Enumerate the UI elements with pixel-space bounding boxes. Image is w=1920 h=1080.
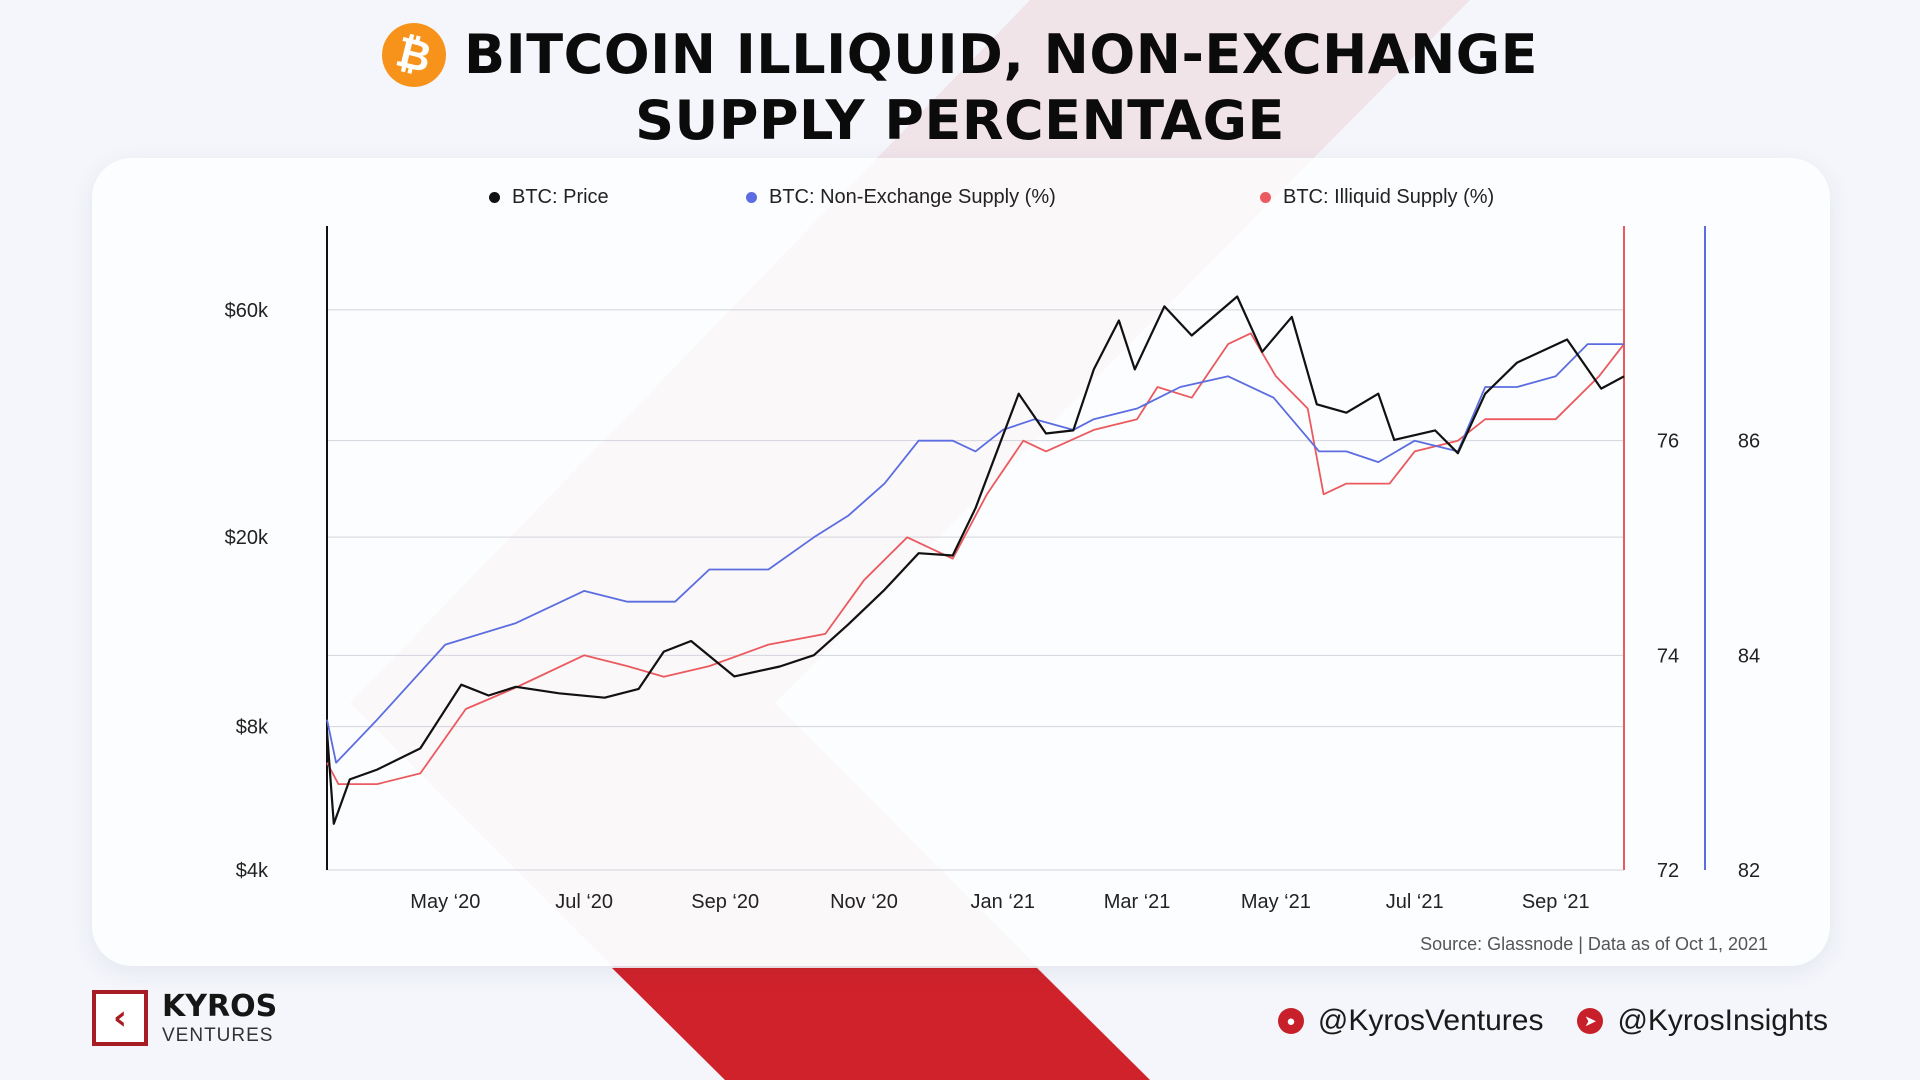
tick-label-illiquid-1: 74 [1657, 645, 1679, 667]
tick-label-illiquid-0: 76 [1657, 431, 1679, 453]
legend-item-illiquid: BTC: Illiquid Supply (%) [1260, 186, 1494, 209]
social-twitter[interactable]: ● @KyrosVentures [1277, 1004, 1544, 1038]
tick-label-illiquid-2: 72 [1657, 860, 1679, 882]
tick-label-x-8: Sep ‘21 [1522, 891, 1590, 913]
title-line-1: BITCOIN ILLIQUID, NON-EXCHANGE [463, 23, 1538, 86]
tick-label-non-exchange-1: 84 [1738, 645, 1760, 667]
tick-label-non-exchange-2: 82 [1738, 860, 1760, 882]
brand-logo: ‹ KYROS VENTURES [92, 990, 277, 1046]
legend-label-non-exchange: BTC: Non-Exchange Supply (%) [769, 186, 1056, 208]
page-title: ₿ BITCOIN ILLIQUID, NON-EXCHANGE SUPPLY … [0, 16, 1920, 154]
series-line-illiquid [326, 332, 1625, 785]
tick-label-price-1: $20k [225, 527, 269, 549]
legend-dot-illiquid [1260, 192, 1271, 203]
social-links: ● @KyrosVentures ➤ @KyrosInsights [1277, 1004, 1828, 1038]
social-telegram[interactable]: ➤ @KyrosInsights [1577, 1004, 1828, 1038]
tick-label-non-exchange-0: 86 [1738, 431, 1760, 453]
twitter-icon: ● [1277, 1008, 1304, 1034]
bitcoin-logo-icon: ₿ [375, 16, 453, 94]
telegram-icon: ➤ [1577, 1008, 1604, 1034]
legend-label-illiquid: BTC: Illiquid Supply (%) [1283, 186, 1495, 208]
brand-name: KYROS [162, 988, 278, 1024]
source-note: Source: Glassnode | Data as of Oct 1, 20… [1420, 934, 1768, 954]
tick-label-x-0: May ‘20 [410, 891, 480, 913]
legend-dot-non-exchange [746, 192, 757, 203]
background-arrow-red [612, 968, 1150, 1080]
brand-sub: VENTURES [162, 1024, 274, 1046]
tick-label-x-4: Jan ‘21 [971, 891, 1036, 913]
series-line-non-exchange [326, 343, 1624, 764]
tick-label-x-5: Mar ‘21 [1104, 891, 1171, 913]
telegram-handle[interactable]: @KyrosInsights [1617, 1004, 1828, 1037]
tick-label-x-7: Jul ‘21 [1386, 891, 1444, 913]
tick-label-price-3: $4k [236, 860, 269, 882]
tick-label-x-1: Jul ‘20 [555, 891, 613, 913]
tick-label-price-0: $60k [225, 300, 269, 322]
title-line-2: SUPPLY PERCENTAGE [635, 89, 1285, 152]
legend-item-price: BTC: Price [489, 186, 609, 209]
tick-label-x-3: Nov ‘20 [830, 891, 898, 913]
tick-label-x-2: Sep ‘20 [691, 891, 759, 913]
legend-label-price: BTC: Price [512, 186, 609, 208]
legend-item-non-exchange: BTC: Non-Exchange Supply (%) [746, 186, 1056, 209]
series-line-price [325, 295, 1625, 825]
kyros-logo-icon: ‹ [92, 990, 148, 1046]
tick-label-x-6: May ‘21 [1241, 891, 1311, 913]
legend-dot-price [489, 192, 500, 203]
tick-label-price-2: $8k [236, 717, 269, 739]
twitter-handle[interactable]: @KyrosVentures [1317, 1004, 1544, 1037]
chart-card [92, 158, 1830, 966]
